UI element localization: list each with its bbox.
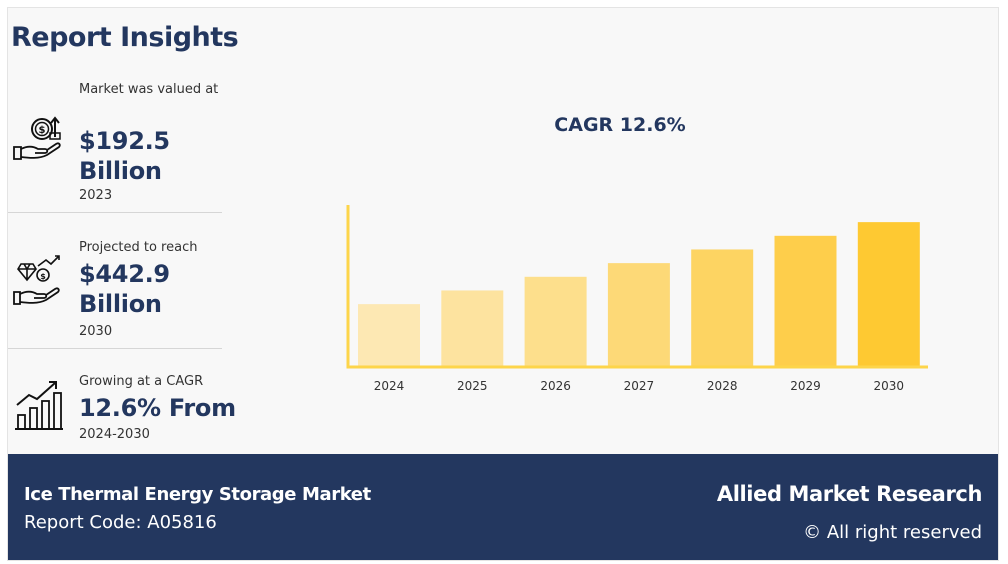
x-tick-label: 2028 — [707, 379, 738, 393]
bar-2028 — [691, 249, 754, 367]
stat-label: Projected to reach — [79, 240, 198, 255]
stat-year: 2030 — [79, 324, 113, 339]
bar-2029 — [774, 235, 837, 367]
svg-text:$: $ — [39, 125, 46, 136]
chart-title: CAGR 12.6% — [554, 114, 685, 136]
stat-projected-value: $ Projected to reach $442.9 Billion 2030 — [8, 214, 222, 349]
page-title: Report Insights — [11, 22, 239, 53]
footer-bar: Ice Thermal Energy Storage Market Report… — [8, 454, 998, 560]
x-tick-label: 2024 — [374, 379, 405, 393]
x-tick-label: 2025 — [457, 379, 488, 393]
market-name: Ice Thermal Energy Storage Market — [24, 484, 371, 505]
x-tick-label: 2030 — [874, 379, 905, 393]
x-tick-label: 2026 — [540, 379, 571, 393]
stat-label: Market was valued at — [79, 82, 219, 97]
bar-2026 — [524, 276, 587, 367]
bar-2024 — [358, 304, 420, 367]
stat-year: 2024-2030 — [79, 427, 150, 442]
stat-year: 2023 — [79, 188, 113, 203]
bar-2030 — [857, 222, 920, 367]
stat-value: $442.9 Billion — [79, 260, 170, 318]
stat-value: 12.6% From — [79, 394, 236, 422]
brand-name: Allied Market Research — [716, 482, 983, 506]
stat-market-value: $ Market was valued at $192.5 Billion 20… — [8, 78, 222, 213]
x-tick-label: 2027 — [624, 379, 655, 393]
bar-2027 — [607, 263, 670, 367]
bar-growth-icon — [15, 381, 63, 430]
stat-value: $192.5 Billion — [79, 127, 170, 185]
stat-cagr: Growing at a CAGR 12.6% From 2024-2030 — [8, 349, 236, 483]
chart-canvas: CAGR 12.6% 2024 2025 2026 2027 2028 2029 2030 — [346, 114, 928, 393]
report-code: Report Code: A05816 — [24, 512, 217, 533]
money-hand-icon: $ — [13, 116, 61, 160]
bar-2025 — [441, 290, 504, 367]
growth-hand-icon: $ — [13, 255, 60, 305]
bar-chart: CAGR 12.6% 2024 2025 2026 2027 2028 2029 2030 — [328, 103, 928, 403]
report-card: Report Insights $ Market was valued at $… — [7, 7, 999, 561]
svg-text:$: $ — [40, 272, 46, 281]
copyright-text: © All right reserved — [803, 522, 982, 543]
x-tick-label: 2029 — [790, 379, 821, 393]
stat-label: Growing at a CAGR — [79, 374, 204, 389]
